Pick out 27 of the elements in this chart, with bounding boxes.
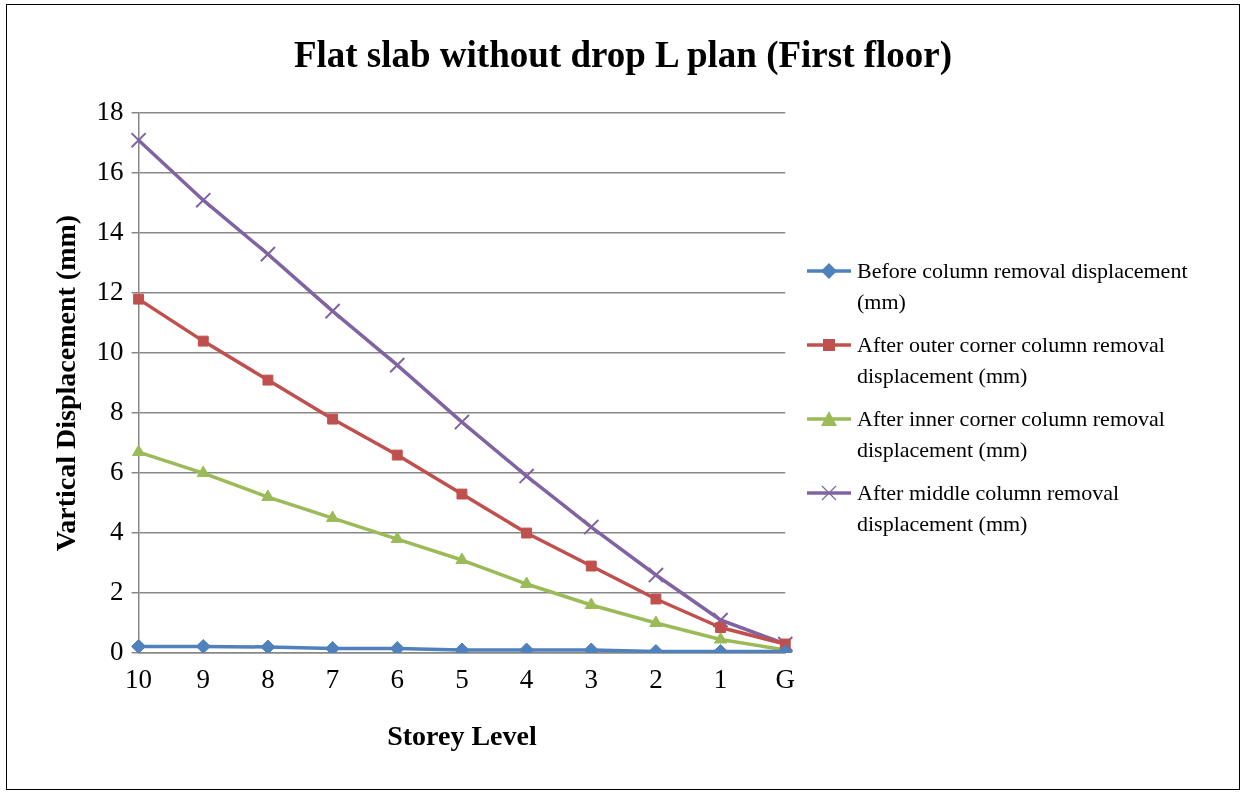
- legend-label: After outer corner column removal displacement (mm): [857, 331, 1166, 390]
- chart-title: Flat slab without drop L plan (First floor): [292, 33, 954, 76]
- x-tick-label: 5: [455, 664, 469, 695]
- x-tick-label: 3: [584, 664, 599, 695]
- x-tick-label: 2: [649, 664, 663, 695]
- y-tick-label: 12: [96, 276, 124, 307]
- x-tick-label: 1: [713, 664, 728, 695]
- x-axis-title: Storey Level: [387, 720, 537, 752]
- y-tick-label: 16: [96, 156, 124, 187]
- y-tick-label: 6: [110, 456, 124, 487]
- y-tick-label: 4: [110, 516, 125, 547]
- y-tick-label: 18: [96, 96, 124, 127]
- x-tick-label: 6: [390, 664, 405, 695]
- y-tick-label: 8: [110, 396, 124, 427]
- y-tick-label: 0: [110, 636, 124, 667]
- x-tick-label: 4: [519, 664, 534, 695]
- y-tick-label: 10: [96, 336, 124, 367]
- legend-label: After middle column removal displacement (mm): [857, 479, 1121, 538]
- x-tick-label: 9: [196, 664, 211, 695]
- x-tick-label: 7: [325, 664, 340, 695]
- legend-label: Before column removal displacement (mm): [857, 257, 1189, 316]
- x-tick-label: 8: [261, 664, 275, 695]
- y-tick-label: 2: [110, 576, 124, 607]
- y-axis-title: Vartical Displacement (mm): [50, 214, 82, 552]
- x-tick-label: G: [775, 664, 795, 695]
- legend-label: After inner corner column removal displacement (mm): [857, 405, 1166, 464]
- y-tick-label: 14: [96, 216, 125, 247]
